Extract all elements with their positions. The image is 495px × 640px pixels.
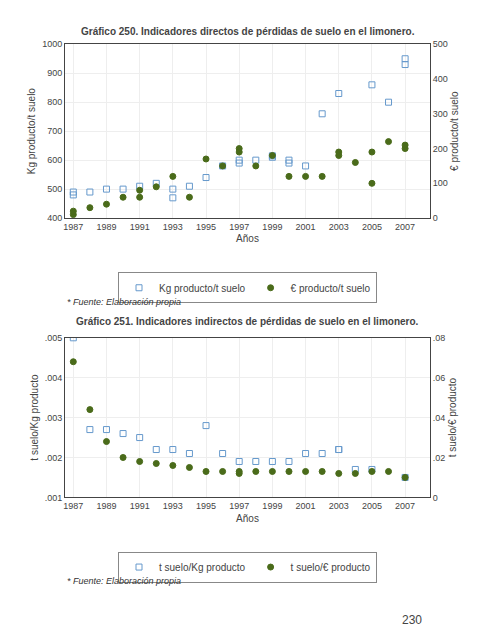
svg-text:1995: 1995 xyxy=(196,501,216,511)
svg-text:1997: 1997 xyxy=(229,222,249,232)
svg-text:.002: .002 xyxy=(45,453,63,463)
svg-text:Gráfico 251. Indicadores indir: Gráfico 251. Indicadores indirectos de p… xyxy=(76,316,419,327)
svg-text:t suelo/Kg producto: t suelo/Kg producto xyxy=(159,562,246,573)
svg-text:100: 100 xyxy=(433,178,448,188)
svg-text:200: 200 xyxy=(433,144,448,154)
svg-text:1997: 1997 xyxy=(229,501,249,511)
svg-text:Años: Años xyxy=(236,513,259,524)
svg-text:.001: .001 xyxy=(45,493,63,503)
svg-text:700: 700 xyxy=(47,126,62,136)
svg-text:.003: .003 xyxy=(45,413,63,423)
svg-text:1999: 1999 xyxy=(262,501,282,511)
svg-text:1995: 1995 xyxy=(196,222,216,232)
svg-text:2001: 2001 xyxy=(296,501,316,511)
svg-text:2007: 2007 xyxy=(395,222,415,232)
svg-text:t suelo/Kg producto: t suelo/Kg producto xyxy=(29,374,40,461)
svg-text:Kg producto/t suelo: Kg producto/t suelo xyxy=(159,283,246,294)
svg-text:1991: 1991 xyxy=(130,501,150,511)
svg-text:300: 300 xyxy=(433,109,448,119)
svg-text:t suelo/€ producto: t suelo/€ producto xyxy=(447,377,458,457)
svg-text:230: 230 xyxy=(402,613,422,627)
svg-text:.06: .06 xyxy=(433,373,446,383)
svg-text:2003: 2003 xyxy=(329,501,349,511)
svg-text:600: 600 xyxy=(47,155,62,165)
svg-text:2005: 2005 xyxy=(362,222,382,232)
svg-text:1999: 1999 xyxy=(262,222,282,232)
svg-text:1993: 1993 xyxy=(163,501,183,511)
svg-text:1989: 1989 xyxy=(96,222,116,232)
svg-text:500: 500 xyxy=(433,39,448,49)
svg-text:2007: 2007 xyxy=(395,501,415,511)
svg-text:t suelo/€ producto: t suelo/€ producto xyxy=(291,562,371,573)
svg-text:.004: .004 xyxy=(45,373,63,383)
svg-text:0: 0 xyxy=(433,213,438,223)
svg-text:* Fuente: Elaboración propia: * Fuente: Elaboración propia xyxy=(67,297,181,307)
svg-text:1987: 1987 xyxy=(63,222,83,232)
svg-text:900: 900 xyxy=(47,68,62,78)
svg-text:€ producto/t suelo: € producto/t suelo xyxy=(449,91,460,171)
svg-text:Gráfico 250. Indicadores direc: Gráfico 250. Indicadores directos de pér… xyxy=(81,26,415,37)
svg-text:800: 800 xyxy=(47,97,62,107)
svg-text:.02: .02 xyxy=(433,453,446,463)
svg-text:.08: .08 xyxy=(433,333,446,343)
svg-text:1991: 1991 xyxy=(130,222,150,232)
svg-text:0: 0 xyxy=(433,493,438,503)
svg-text:2003: 2003 xyxy=(329,222,349,232)
svg-text:1993: 1993 xyxy=(163,222,183,232)
svg-text:500: 500 xyxy=(47,184,62,194)
svg-text:.04: .04 xyxy=(433,413,446,423)
svg-text:2001: 2001 xyxy=(296,222,316,232)
svg-text:1989: 1989 xyxy=(96,501,116,511)
svg-text:.005: .005 xyxy=(45,333,63,343)
svg-text:* Fuente: Elaboración propia: * Fuente: Elaboración propia xyxy=(67,576,181,586)
svg-text:400: 400 xyxy=(433,74,448,84)
svg-text:1987: 1987 xyxy=(63,501,83,511)
svg-text:Años: Años xyxy=(236,233,259,244)
svg-text:2005: 2005 xyxy=(362,501,382,511)
svg-text:€ producto/t suelo: € producto/t suelo xyxy=(291,283,371,294)
svg-text:Kg producto/t suelo: Kg producto/t suelo xyxy=(26,88,37,175)
svg-text:400: 400 xyxy=(47,213,62,223)
svg-text:1000: 1000 xyxy=(42,39,62,49)
